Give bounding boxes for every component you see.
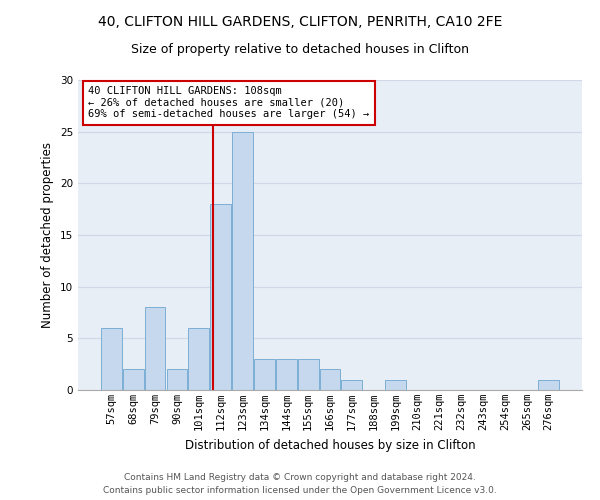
- Bar: [276, 359, 296, 390]
- Bar: [538, 380, 559, 390]
- Y-axis label: Number of detached properties: Number of detached properties: [41, 142, 55, 328]
- Text: 40, CLIFTON HILL GARDENS, CLIFTON, PENRITH, CA10 2FE: 40, CLIFTON HILL GARDENS, CLIFTON, PENRI…: [98, 15, 502, 29]
- Bar: [254, 359, 275, 390]
- Bar: [167, 370, 187, 390]
- Text: Contains HM Land Registry data © Crown copyright and database right 2024.
Contai: Contains HM Land Registry data © Crown c…: [103, 474, 497, 495]
- Bar: [298, 359, 319, 390]
- Bar: [385, 380, 406, 390]
- X-axis label: Distribution of detached houses by size in Clifton: Distribution of detached houses by size …: [185, 438, 475, 452]
- Bar: [210, 204, 231, 390]
- Bar: [232, 132, 253, 390]
- Text: 40 CLIFTON HILL GARDENS: 108sqm
← 26% of detached houses are smaller (20)
69% of: 40 CLIFTON HILL GARDENS: 108sqm ← 26% of…: [88, 86, 370, 120]
- Bar: [320, 370, 340, 390]
- Bar: [123, 370, 143, 390]
- Bar: [101, 328, 122, 390]
- Bar: [341, 380, 362, 390]
- Bar: [145, 308, 166, 390]
- Bar: [188, 328, 209, 390]
- Text: Size of property relative to detached houses in Clifton: Size of property relative to detached ho…: [131, 42, 469, 56]
